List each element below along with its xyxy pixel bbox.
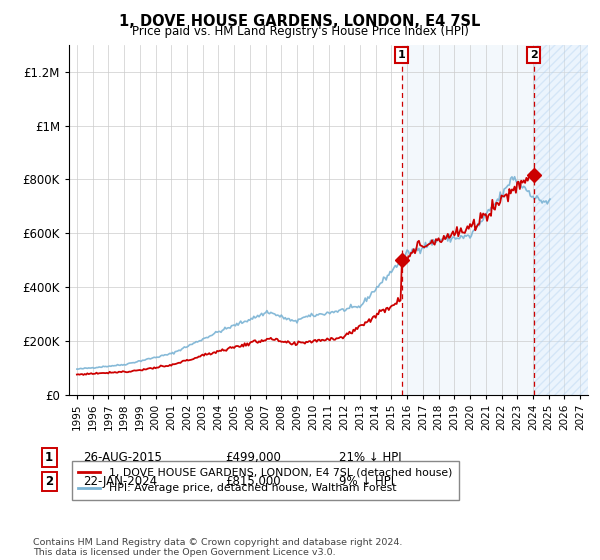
Text: £499,000: £499,000 [225,451,281,464]
Text: 1: 1 [398,50,406,60]
Text: Price paid vs. HM Land Registry's House Price Index (HPI): Price paid vs. HM Land Registry's House … [131,25,469,38]
Text: 22-JAN-2024: 22-JAN-2024 [83,475,157,488]
Text: 2: 2 [45,475,53,488]
Bar [401,45,588,395]
Bar [534,45,588,395]
Legend: 1, DOVE HOUSE GARDENS, LONDON, E4 7SL (detached house), HPI: Average price, deta: 1, DOVE HOUSE GARDENS, LONDON, E4 7SL (d… [72,461,458,500]
Text: £815,000: £815,000 [225,475,281,488]
Text: 9% ↓ HPI: 9% ↓ HPI [339,475,394,488]
Text: 2: 2 [530,50,538,60]
Text: 26-AUG-2015: 26-AUG-2015 [83,451,161,464]
Text: 21% ↓ HPI: 21% ↓ HPI [339,451,401,464]
Text: 1: 1 [45,451,53,464]
Text: 1, DOVE HOUSE GARDENS, LONDON, E4 7SL: 1, DOVE HOUSE GARDENS, LONDON, E4 7SL [119,14,481,29]
Text: Contains HM Land Registry data © Crown copyright and database right 2024.
This d: Contains HM Land Registry data © Crown c… [33,538,403,557]
